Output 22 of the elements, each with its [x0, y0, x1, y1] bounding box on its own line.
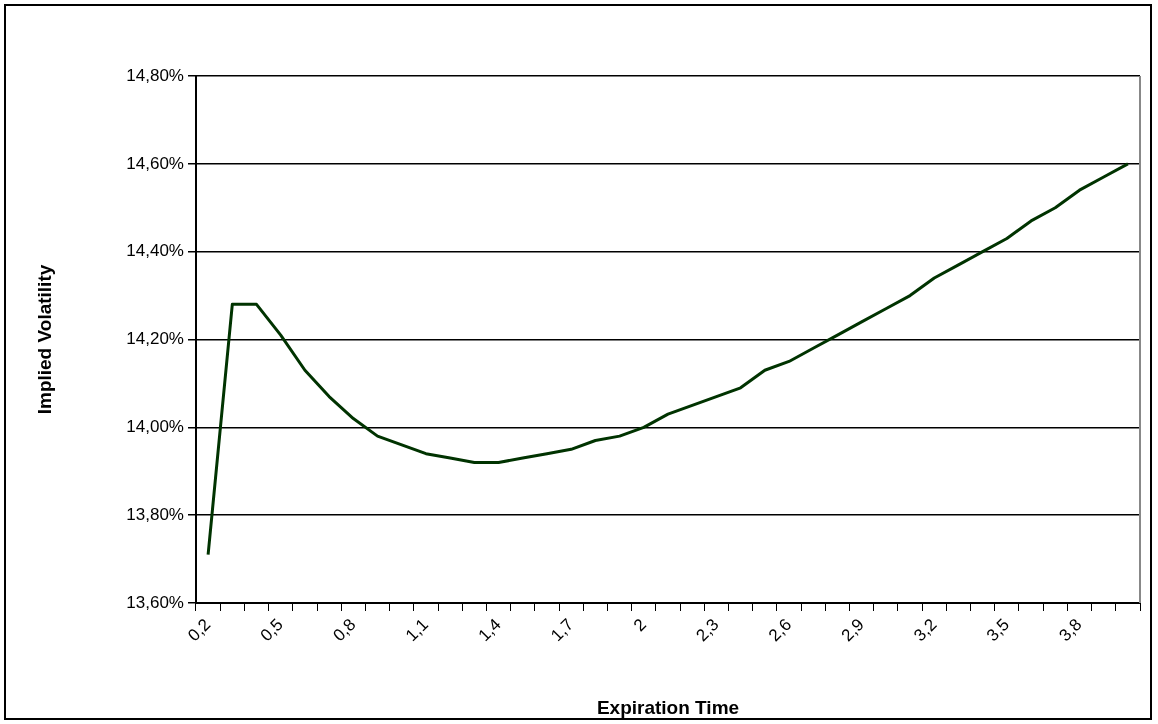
- x-tick-label: 2,6: [765, 614, 796, 646]
- y-tick-label: 14,80%: [126, 65, 184, 85]
- x-tick-label: 0,8: [329, 614, 360, 646]
- x-tick-label: 2,3: [692, 614, 723, 646]
- x-tick-label: 1,1: [401, 614, 433, 646]
- x-tick-label: 3,5: [982, 614, 1014, 646]
- x-tick-label: 1,4: [474, 614, 505, 646]
- y-tick-label: 14,20%: [126, 329, 184, 349]
- x-tick-label: 2: [629, 614, 650, 636]
- x-tick-label: 0,2: [184, 614, 215, 646]
- x-tick-label: 0,5: [256, 614, 287, 646]
- x-axis-title: Expiration Time: [596, 696, 740, 718]
- x-tick-label: 3,8: [1055, 614, 1086, 646]
- y-tick-label: 13,80%: [126, 504, 184, 524]
- y-tick-label: 13,60%: [126, 592, 184, 612]
- y-tick-label: 14,60%: [126, 153, 184, 173]
- x-tick-label: 1,7: [547, 614, 578, 646]
- x-tick-label: 2,9: [837, 614, 868, 646]
- y-axis-title: Implied Volatility: [33, 264, 55, 415]
- x-tick-label: 3,2: [910, 614, 941, 646]
- y-tick-label: 14,00%: [126, 417, 184, 437]
- y-tick-label: 14,40%: [126, 241, 184, 261]
